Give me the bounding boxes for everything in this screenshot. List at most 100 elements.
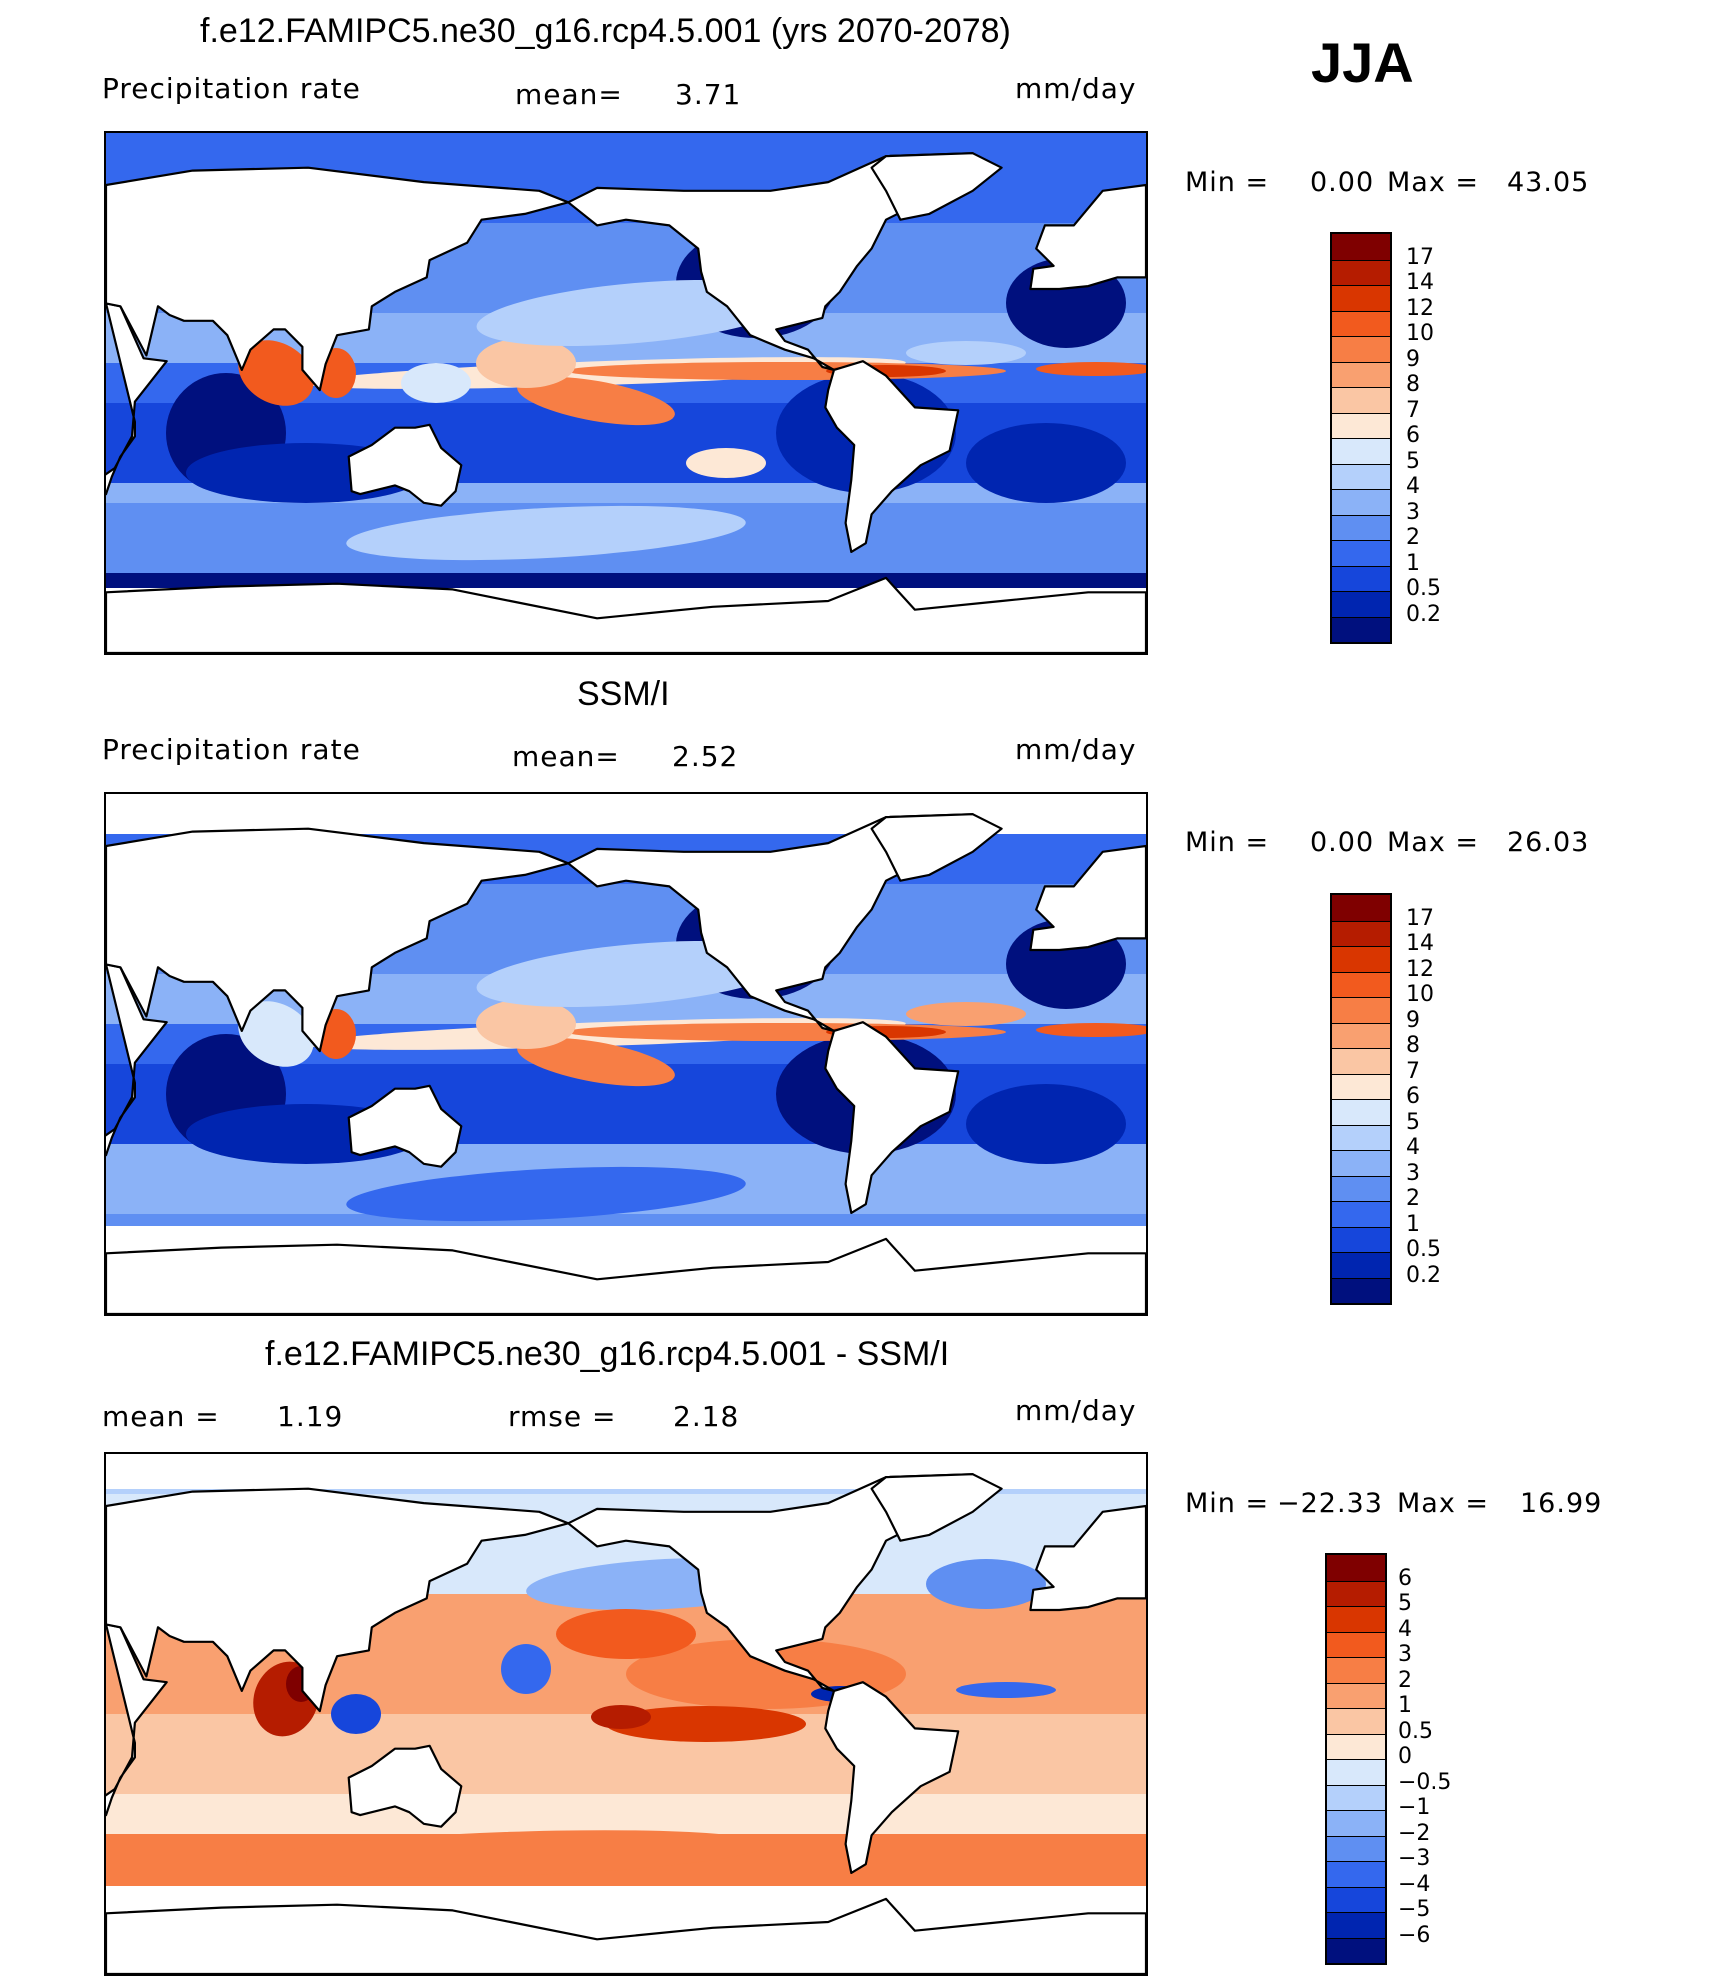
land-outline: [106, 576, 1146, 653]
land-outline: [824, 360, 960, 553]
colorbar-swatch: [1332, 1073, 1390, 1099]
max-label: Max =: [1387, 167, 1480, 198]
colorbar-tick-label: −4: [1398, 1871, 1431, 1897]
colorbar-tick-label: 1: [1398, 1693, 1412, 1718]
colorbar-swatch: [1327, 1937, 1385, 1963]
land-outline: [106, 1623, 168, 1817]
colorbar-swatch: [1327, 1708, 1385, 1734]
colorbar-swatch: [1332, 361, 1390, 387]
colorbar-swatch: [1332, 920, 1390, 946]
colorbar-tick-label: 4: [1406, 1135, 1420, 1160]
field-label: Precipitation rate: [102, 733, 361, 766]
season-label: JJA: [1311, 31, 1414, 94]
min-label: Min =: [1185, 167, 1270, 198]
colorbar-swatch: [1332, 997, 1390, 1023]
colorbar-tick-label: 10: [1406, 321, 1434, 346]
land-outline: [567, 1473, 974, 1692]
colorbar: [1330, 232, 1392, 644]
colorbar-swatch: [1332, 234, 1390, 260]
colorbar-tick-label: 1: [1406, 550, 1420, 576]
colorbar-swatch: [1327, 1631, 1385, 1657]
field-label: Precipitation rate: [102, 72, 361, 105]
mean-value: 1.19: [277, 1400, 344, 1433]
colorbar-swatch: [1332, 1099, 1390, 1125]
colorbar-tick-label: 12: [1406, 295, 1434, 321]
colorbar-tick-label: −5: [1398, 1897, 1431, 1922]
colorbar-tick-label: 7: [1406, 397, 1420, 423]
max-label: Max =: [1387, 827, 1480, 858]
precip-map-diff: [104, 1452, 1148, 1976]
colorbar-tick-label: 8: [1406, 1033, 1420, 1058]
colorbar-tick-label: 0.5: [1406, 576, 1441, 601]
precip-map-model: [104, 131, 1148, 655]
rmse-label: rmse =: [508, 1400, 617, 1433]
colorbar-swatch: [1332, 540, 1390, 566]
colorbar-swatch: [1332, 1252, 1390, 1278]
land-outline: [106, 1487, 570, 1713]
land-outline: [1029, 1504, 1146, 1612]
colorbar-tick-label: 3: [1406, 499, 1420, 525]
colorbar-swatch: [1327, 1784, 1385, 1810]
max-value: 16.99: [1520, 1488, 1603, 1519]
colorbar-tick-label: 2: [1406, 525, 1420, 550]
land-outline: [106, 302, 168, 496]
colorbar-swatch: [1327, 1580, 1385, 1606]
max-label: Max =: [1397, 1488, 1490, 1519]
mean-label: mean=: [512, 740, 620, 773]
land-outline: [870, 1473, 1003, 1542]
colorbar-tick-label: 12: [1406, 956, 1434, 982]
max-value: 43.05: [1507, 167, 1590, 198]
colorbar-swatch: [1332, 514, 1390, 540]
colorbar-tick-label: −3: [1398, 1846, 1431, 1871]
colorbar-swatch: [1327, 1835, 1385, 1861]
mean-value: 3.71: [675, 78, 742, 111]
panel-title: SSM/I: [577, 675, 670, 713]
colorbar-swatch: [1327, 1733, 1385, 1759]
colorbar-tick-label: 5: [1406, 1109, 1420, 1135]
colorbar-tick-label: 1: [1406, 1211, 1420, 1237]
mean-value: 2.52: [672, 740, 739, 773]
colorbar-swatch: [1332, 259, 1390, 285]
land-outline: [1029, 844, 1146, 952]
colorbar-tick-label: 14: [1406, 931, 1434, 956]
colorbar-tick-label: −1: [1398, 1795, 1431, 1820]
land-outline: [106, 963, 168, 1157]
colorbar-swatch: [1332, 1124, 1390, 1150]
colorbar-tick-label: 17: [1406, 244, 1434, 270]
colorbar-swatch: [1332, 489, 1390, 515]
colorbar-swatch: [1332, 591, 1390, 617]
colorbar-labels: 17 14 12 10 9 8 7 6 5 4 3 2 1 0.5 0.2: [1406, 232, 1466, 640]
colorbar-tick-label: 0.2: [1406, 601, 1441, 627]
colorbar-swatch: [1332, 1048, 1390, 1074]
colorbar-swatch: [1332, 565, 1390, 591]
colorbar-swatch: [1332, 463, 1390, 489]
colorbar-swatch: [1332, 310, 1390, 336]
colorbar-swatch: [1327, 1657, 1385, 1683]
land-outline: [567, 152, 974, 371]
colorbar-swatch: [1332, 438, 1390, 464]
units-label: mm/day: [1015, 1394, 1137, 1427]
colorbar-tick-label: 0.2: [1406, 1262, 1441, 1288]
land-outline: [106, 827, 570, 1053]
colorbar-tick-label: 4: [1406, 474, 1420, 499]
colorbar-tick-label: 6: [1406, 1084, 1420, 1109]
colorbar-labels: 6 5 4 3 2 1 0.5 0 −0.5 −1 −2 −3 −4 −5 −6: [1398, 1553, 1468, 1961]
land-outline: [1029, 183, 1146, 291]
colorbar-tick-label: 3: [1406, 1160, 1420, 1186]
colorbar-swatch: [1332, 1277, 1390, 1303]
land-outline: [347, 1084, 463, 1168]
colorbar-swatch: [1332, 971, 1390, 997]
land-outline: [824, 1681, 960, 1874]
colorbar-swatch: [1332, 336, 1390, 362]
land-outline: [824, 1021, 960, 1214]
colorbar-swatch: [1327, 1810, 1385, 1836]
colorbar-tick-label: 0.5: [1406, 1237, 1441, 1262]
colorbar-swatch: [1332, 412, 1390, 438]
colorbar-tick-label: 14: [1406, 270, 1434, 295]
colorbar-swatch: [1332, 895, 1390, 921]
min-value: 0.00: [1310, 827, 1375, 858]
colorbar-tick-label: 2: [1406, 1186, 1420, 1211]
colorbar-tick-label: 10: [1406, 982, 1434, 1007]
colorbar-tick-label: 5: [1406, 448, 1420, 474]
colorbar-tick-label: 9: [1406, 1007, 1420, 1033]
